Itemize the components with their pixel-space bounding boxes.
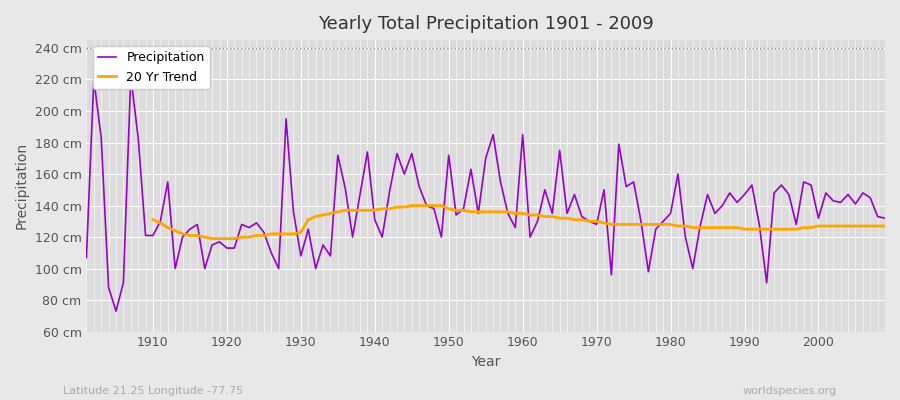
Legend: Precipitation, 20 Yr Trend: Precipitation, 20 Yr Trend — [93, 46, 210, 89]
Precipitation — [525, 235, 535, 240]
20 Yr Trend — [148, 217, 158, 222]
Precipitation — [879, 216, 890, 220]
Precipitation — [318, 242, 328, 247]
20 Yr Trend — [295, 230, 306, 235]
Precipitation — [362, 150, 373, 154]
Precipitation — [155, 219, 166, 224]
20 Yr Trend — [835, 224, 846, 228]
Precipitation — [125, 74, 136, 79]
Line: 20 Yr Trend: 20 Yr Trend — [153, 206, 885, 239]
20 Yr Trend — [207, 236, 218, 241]
Text: Latitude 21.25 Longitude -77.75: Latitude 21.25 Longitude -77.75 — [63, 386, 243, 396]
Precipitation — [532, 219, 543, 224]
Precipitation — [621, 184, 632, 189]
Y-axis label: Precipitation: Precipitation — [15, 142, 29, 230]
Line: Precipitation: Precipitation — [86, 76, 885, 311]
20 Yr Trend — [858, 224, 868, 228]
X-axis label: Year: Year — [471, 355, 500, 369]
20 Yr Trend — [407, 203, 418, 208]
20 Yr Trend — [879, 224, 890, 228]
Title: Yearly Total Precipitation 1901 - 2009: Yearly Total Precipitation 1901 - 2009 — [318, 15, 653, 33]
20 Yr Trend — [539, 214, 550, 219]
20 Yr Trend — [325, 211, 336, 216]
Text: worldspecies.org: worldspecies.org — [742, 386, 837, 396]
20 Yr Trend — [598, 220, 609, 225]
Precipitation — [81, 255, 92, 260]
Precipitation — [111, 309, 122, 314]
